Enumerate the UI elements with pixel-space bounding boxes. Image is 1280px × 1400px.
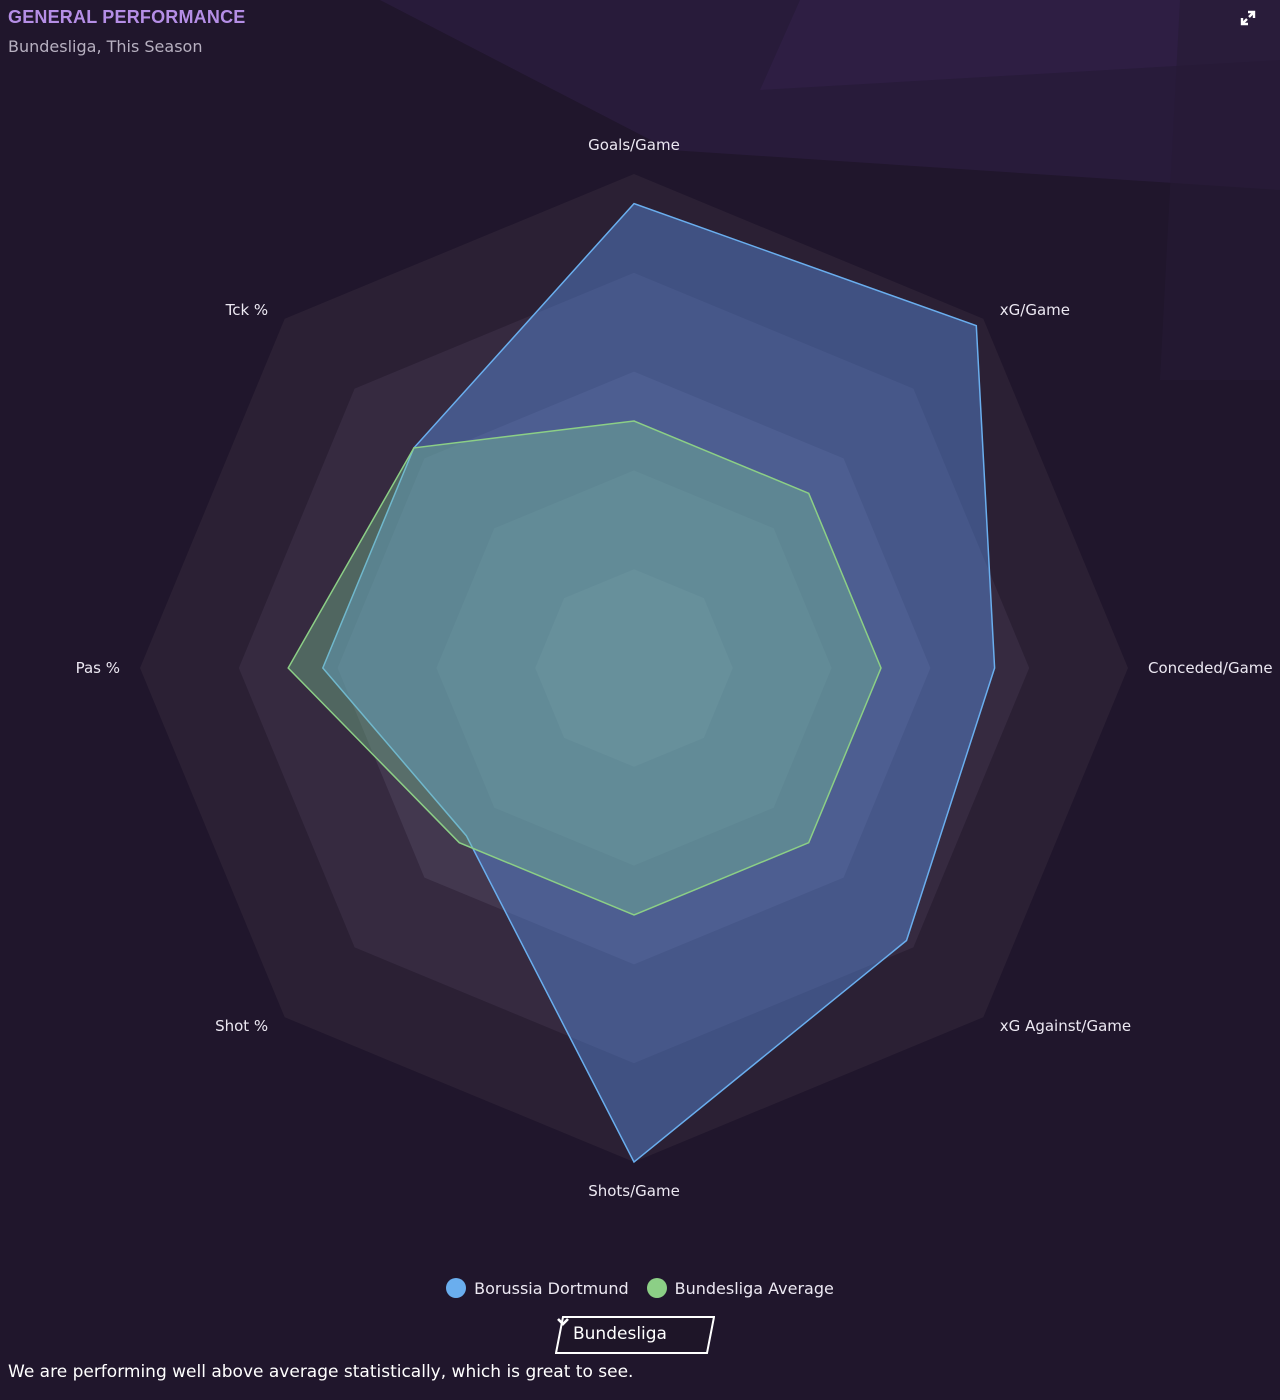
legend-label-dortmund: Borussia Dortmund [474,1278,629,1298]
radar-axis-labels: Goals/Game xG/Game Conceded/Game xG Against… [76,136,1273,1200]
legend-label-league-average: Bundesliga Average [674,1278,834,1298]
legend-swatch-league-average [646,1278,667,1298]
legend-item-dortmund[interactable]: Borussia Dortmund [446,1278,629,1298]
competition-dropdown[interactable]: Bundesliga [555,1316,715,1354]
radar-series [287,202,996,1164]
expand-icon [1240,10,1256,26]
expand-button[interactable] [1238,8,1260,30]
axis-label-shots-game: Shots/Game [588,1182,680,1200]
axis-label-tck: Tck % [225,301,269,319]
chevron-down-icon [557,1318,569,1326]
performance-summary: We are performing well above average sta… [8,1362,634,1382]
legend-item-league-average[interactable]: Bundesliga Average [646,1278,834,1298]
axis-label-goals-game: Goals/Game [588,136,680,154]
axis-label-conceded-game: Conceded/Game [1148,659,1273,677]
radar-rings [140,174,1128,1162]
axis-label-shot: Shot % [215,1017,268,1035]
axis-label-pas: Pas % [76,659,120,677]
panel-subtitle: Bundesliga, This Season [8,37,203,56]
radar-ring-1 [535,569,733,767]
axis-label-xg-against-game: xG Against/Game [1000,1017,1131,1035]
radar-series-dortmund [321,202,996,1164]
chart-legend: Borussia Dortmund Bundesliga Average [0,1278,1280,1298]
radar-series-league-average [287,420,882,916]
dropdown-frame [555,1316,715,1354]
axis-label-xg-game: xG/Game [1000,301,1070,319]
panel-title: GENERAL PERFORMANCE [8,7,246,27]
legend-swatch-dortmund [446,1278,467,1298]
radar-chart: Goals/Game xG/Game Conceded/Game xG Against… [76,136,1273,1200]
dropdown-selected-value: Bundesliga [573,1324,667,1344]
